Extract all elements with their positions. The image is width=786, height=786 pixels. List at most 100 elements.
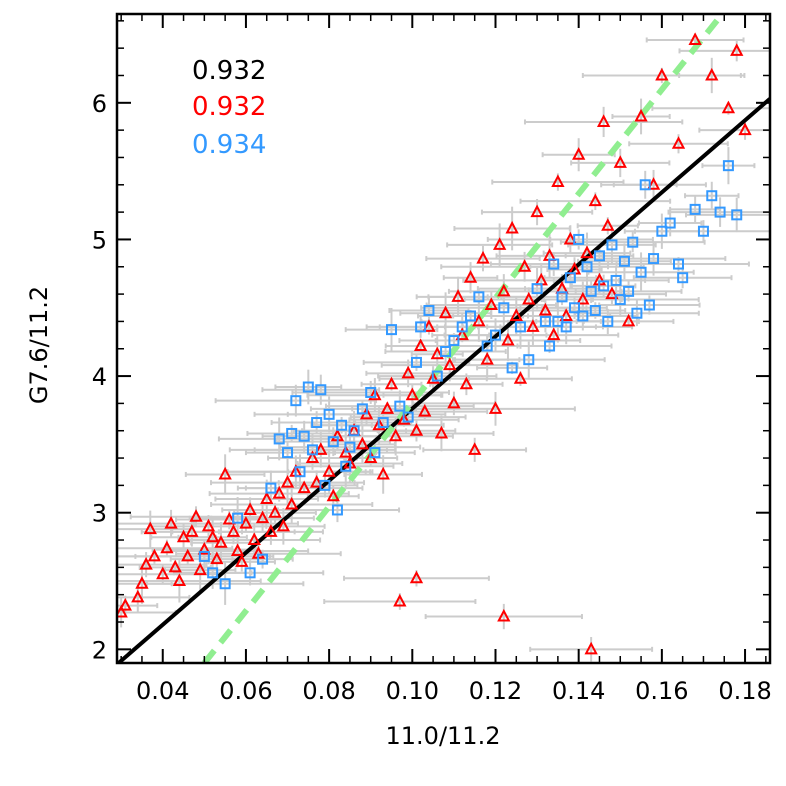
- triangle-point: [235, 554, 249, 567]
- square-point: [232, 512, 244, 524]
- triangle-point: [422, 319, 436, 332]
- triangle-point: [164, 515, 178, 529]
- triangle-point: [522, 291, 536, 305]
- square-point: [648, 253, 660, 265]
- square-point: [327, 436, 339, 448]
- triangle-point: [413, 338, 428, 352]
- triangle-point: [189, 509, 203, 522]
- triangle-point: [559, 308, 573, 321]
- square-point: [598, 280, 610, 292]
- triangle-point: [276, 518, 291, 532]
- square-point: [273, 433, 285, 445]
- triangle-point: [596, 114, 611, 127]
- triangle-point: [601, 218, 615, 231]
- fit-lines: [117, 14, 770, 663]
- triangle-point: [285, 496, 299, 510]
- triangle-point: [409, 423, 424, 436]
- triangle-point: [484, 297, 498, 311]
- square-point: [635, 266, 647, 278]
- square-point: [336, 419, 348, 431]
- triangle-point: [472, 313, 486, 327]
- square-point: [731, 209, 743, 221]
- triangle-point: [255, 510, 270, 524]
- square-point: [506, 362, 518, 374]
- triangle-point: [384, 376, 399, 390]
- square-point: [589, 304, 601, 316]
- triangle-point: [380, 401, 395, 414]
- square-point: [431, 370, 443, 382]
- triangle-point: [688, 32, 702, 45]
- square-point: [577, 310, 589, 322]
- triangle-point: [206, 529, 220, 543]
- triangle-point: [530, 204, 544, 218]
- square-point: [593, 250, 605, 262]
- square-point: [523, 354, 535, 366]
- triangle-point: [551, 174, 565, 188]
- square-point: [581, 261, 593, 273]
- triangle-point: [563, 231, 578, 245]
- triangle-point: [397, 412, 411, 425]
- square-point: [344, 441, 356, 453]
- triangle-point: [197, 541, 212, 555]
- triangle-point: [438, 305, 453, 319]
- triangle-point: [517, 259, 532, 272]
- triangle-point: [572, 147, 586, 160]
- y-tick-label: 6: [92, 90, 107, 118]
- data-points: [117, 32, 752, 655]
- triangle-point: [434, 425, 449, 439]
- triangle-point: [480, 352, 494, 365]
- square-point: [348, 425, 360, 437]
- triangle-point: [226, 524, 241, 537]
- triangle-point: [501, 332, 515, 346]
- triangle-point: [705, 67, 719, 81]
- square-point: [306, 444, 318, 456]
- x-tick-label: 0.08: [302, 677, 355, 705]
- y-tick-label: 3: [92, 500, 107, 528]
- square-point: [643, 299, 655, 311]
- triangle-point: [147, 548, 162, 562]
- triangle-point: [655, 67, 669, 81]
- square-point: [423, 304, 435, 316]
- triangle-point: [730, 43, 744, 56]
- triangle-point: [613, 155, 627, 168]
- x-tick-label: 0.14: [552, 677, 605, 705]
- square-point: [294, 466, 306, 478]
- square-point: [610, 274, 622, 286]
- triangle-point: [326, 488, 340, 502]
- correlation-label-blue: 0.934: [192, 130, 266, 160]
- x-tick-label: 0.16: [635, 677, 688, 705]
- triangle-point: [646, 177, 661, 190]
- fit-line: [117, 97, 770, 663]
- correlation-label-red: 0.932: [192, 92, 266, 122]
- triangle-point: [497, 608, 511, 622]
- error-bars: [117, 33, 770, 662]
- square-point: [219, 578, 231, 590]
- triangle-point: [509, 308, 523, 321]
- triangle-point: [584, 641, 598, 655]
- triangle-point: [588, 193, 602, 207]
- square-point: [386, 324, 398, 336]
- triangle-point: [634, 108, 648, 122]
- triangle-point: [355, 436, 370, 450]
- square-point: [394, 400, 406, 412]
- one-to-one-line: [201, 14, 725, 663]
- square-point: [290, 395, 302, 407]
- square-point: [244, 567, 256, 579]
- triangle-point: [297, 480, 311, 494]
- triangle-point: [218, 466, 232, 480]
- square-point: [623, 285, 635, 297]
- triangle-point: [721, 100, 736, 114]
- triangle-point: [222, 511, 236, 525]
- square-point: [569, 302, 581, 314]
- y-axis-title: G7.6/11.2: [25, 286, 53, 404]
- triangle-point: [168, 559, 182, 573]
- triangle-point: [314, 442, 328, 455]
- triangle-point: [430, 346, 444, 360]
- square-point: [323, 408, 335, 420]
- square-point: [473, 291, 485, 303]
- triangle-point: [243, 502, 257, 515]
- triangle-point: [135, 576, 149, 589]
- triangle-point: [538, 302, 553, 316]
- triangle-point: [393, 593, 407, 607]
- square-point: [265, 482, 277, 494]
